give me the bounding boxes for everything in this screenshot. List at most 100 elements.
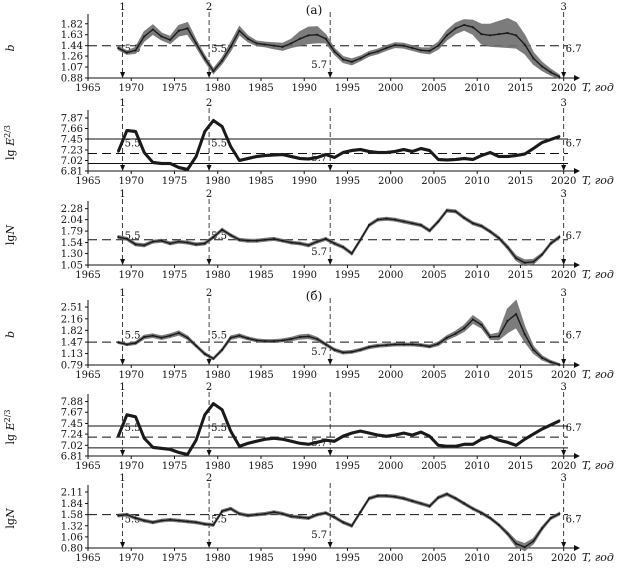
data-point	[220, 510, 224, 513]
data-point	[134, 415, 137, 418]
x-axis-label: T, год	[582, 174, 614, 187]
data-point	[506, 31, 509, 35]
data-point	[540, 65, 544, 68]
data-point	[255, 339, 258, 342]
data-point	[402, 44, 405, 47]
event-marker-arrow	[120, 259, 126, 265]
data-point	[558, 363, 561, 366]
event-marker-arrow	[327, 542, 333, 548]
y-axis-label: b	[4, 44, 17, 51]
data-point	[307, 335, 310, 338]
data-point	[229, 336, 232, 339]
data-point	[428, 229, 431, 232]
event-marker-number: 2	[206, 473, 212, 484]
data-point	[333, 516, 336, 519]
data-point	[117, 435, 120, 438]
x-tick-label: 2005	[421, 83, 446, 94]
data-point	[186, 520, 189, 523]
event-marker-magnitude: 5.7	[311, 153, 327, 164]
data-point	[186, 27, 189, 30]
data-point	[437, 342, 440, 345]
data-point	[117, 514, 120, 517]
data-point	[359, 348, 362, 351]
x-tick-label: 1965	[75, 553, 100, 564]
data-point	[471, 318, 474, 321]
x-tick-label: 2000	[378, 553, 403, 564]
y-tick-label: 2.51	[61, 303, 83, 314]
x-tick-label: 2010	[464, 553, 489, 564]
data-point	[437, 158, 440, 161]
y-tick-label: 2.11	[61, 487, 83, 498]
data-point	[264, 43, 267, 46]
data-point	[558, 512, 561, 515]
data-point	[290, 155, 293, 158]
event-marker-magnitude: 5.7	[311, 347, 327, 358]
data-point	[333, 348, 336, 351]
data-point	[411, 222, 414, 225]
event-marker-magnitude: 5.7	[311, 438, 327, 449]
data-point	[411, 46, 414, 50]
data-point	[151, 446, 154, 449]
data-point	[281, 239, 284, 242]
data-point	[281, 153, 284, 156]
data-point	[359, 510, 362, 514]
y-tick-label: 1.82	[61, 19, 83, 30]
data-point	[411, 150, 414, 153]
data-point	[540, 141, 544, 144]
chart-panel-6: 2.111.841.581.321.060.80 lgN 1965 1970 1975 1…	[4, 473, 614, 564]
event-marker-magnitude: 6.7	[566, 515, 582, 526]
data-point	[532, 540, 535, 543]
x-tick-label: 2000	[378, 176, 403, 187]
event-marker-arrow	[206, 542, 212, 548]
data-point	[393, 218, 397, 221]
x-tick-label: 2010	[464, 461, 489, 472]
series-line	[116, 119, 560, 171]
event-marker-number: 3	[560, 98, 566, 109]
x-tick-label: 1970	[119, 83, 144, 94]
data-point	[160, 519, 163, 522]
data-point	[515, 154, 518, 157]
data-point	[350, 149, 353, 152]
event-marker-number: 1	[119, 2, 125, 13]
data-point	[428, 345, 431, 348]
data-point	[290, 241, 293, 244]
event-marker-arrow	[206, 259, 212, 265]
data-point	[272, 437, 276, 440]
data-point	[195, 42, 198, 45]
event-marker-number: 3	[560, 2, 566, 13]
data-point	[463, 327, 466, 330]
data-point	[169, 334, 172, 337]
x-tick-label: 2020	[551, 270, 576, 281]
event-marker-number: 2	[206, 189, 212, 200]
y-tick-label: 7.02	[61, 441, 83, 452]
event-marker-arrow	[561, 259, 567, 265]
data-point	[307, 443, 310, 446]
series-line	[117, 24, 560, 78]
event-marker-magnitude: 5.7	[311, 530, 327, 541]
data-point	[532, 348, 535, 351]
confidence-band	[117, 17, 560, 80]
data-point	[393, 434, 397, 437]
data-point	[272, 153, 276, 157]
data-point	[445, 158, 449, 162]
data-point	[367, 224, 371, 227]
x-tick-label: 2010	[464, 83, 489, 94]
y-tick-label: 1.47	[61, 338, 83, 349]
data-point	[143, 335, 146, 339]
data-point	[151, 161, 154, 164]
x-tick-label: 2020	[551, 370, 576, 381]
y-tick-label: 7.24	[61, 430, 83, 441]
data-point	[143, 437, 146, 440]
data-point	[428, 505, 431, 508]
x-tick-label: 1970	[119, 370, 144, 381]
data-point	[497, 523, 500, 527]
y-tick-label: 1.06	[61, 532, 83, 543]
data-point	[143, 35, 146, 38]
event-marker-magnitude: 5.5	[125, 331, 141, 342]
data-point	[203, 413, 206, 416]
data-point	[212, 119, 215, 122]
data-point	[229, 45, 232, 48]
data-point	[117, 341, 120, 344]
data-point	[324, 37, 327, 40]
data-point	[186, 241, 189, 244]
